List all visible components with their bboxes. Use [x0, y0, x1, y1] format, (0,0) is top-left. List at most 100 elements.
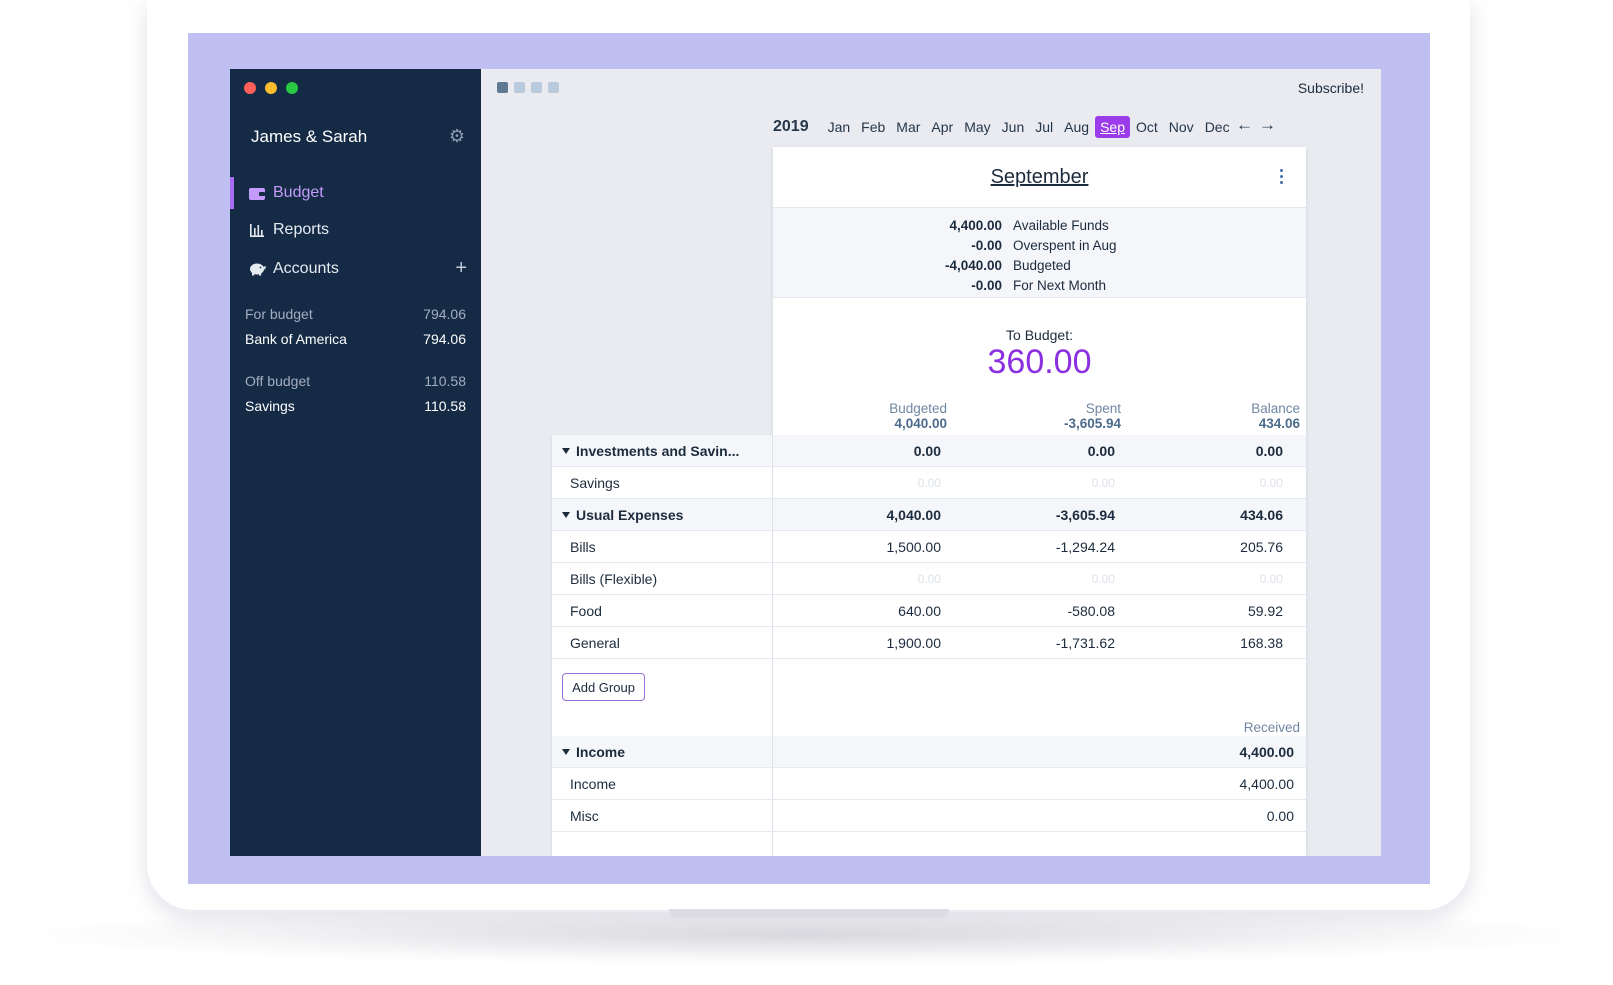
category-name[interactable]: Savings: [552, 467, 773, 498]
summary-label: Available Funds: [1013, 217, 1109, 233]
sidebar-item-budget[interactable]: Budget: [230, 177, 481, 209]
month-jun[interactable]: Jun: [1001, 119, 1025, 135]
month-nov[interactable]: Nov: [1168, 119, 1194, 135]
category-budgeted-input[interactable]: 640.00: [898, 602, 941, 619]
category-received[interactable]: 0.00: [1266, 807, 1294, 824]
for-budget-label: For budget: [245, 306, 313, 322]
summary-label: For Next Month: [1013, 277, 1107, 293]
collapse-triangle-icon[interactable]: [562, 748, 570, 755]
group-spent: -3,605.94: [1055, 506, 1115, 523]
month-mar[interactable]: Mar: [896, 119, 921, 135]
budget-name[interactable]: James & Sarah: [251, 127, 368, 146]
layout-1-month-button[interactable]: [497, 82, 508, 93]
category-name[interactable]: Bills: [552, 531, 773, 562]
category-spent[interactable]: 0.00: [1091, 475, 1115, 490]
group-name: Income: [576, 743, 626, 760]
month-title[interactable]: September: [990, 165, 1089, 188]
category-spent[interactable]: -1,294.24: [1055, 538, 1115, 555]
category-name[interactable]: Misc: [552, 800, 773, 831]
category-spent[interactable]: -1,731.62: [1055, 634, 1115, 651]
category-row-income[interactable]: Income 4,400.00: [552, 768, 1306, 800]
gear-icon[interactable]: ⚙: [448, 126, 466, 146]
maximize-window-button[interactable]: [286, 82, 298, 94]
category-row-general[interactable]: General 1,900.00 -1,731.62 168.38: [552, 627, 1306, 659]
column-label: Spent: [1085, 401, 1121, 416]
category-name[interactable]: General: [552, 627, 773, 658]
category-row-food[interactable]: Food 640.00 -580.08 59.92: [552, 595, 1306, 627]
category-budgeted-input[interactable]: 0.00: [917, 571, 941, 586]
sidebar-item-accounts[interactable]: Accounts +: [230, 253, 481, 285]
to-budget-label: To Budget:: [1006, 327, 1073, 343]
category-row-misc[interactable]: Misc 0.00: [552, 800, 1306, 832]
column-header-spent: Spent -3,605.94: [947, 401, 1121, 431]
account-name: Bank of America: [245, 331, 347, 347]
month-jan[interactable]: Jan: [827, 119, 851, 135]
budget-summary: 4,400.00 Available Funds -0.00 Overspent…: [773, 208, 1306, 298]
category-name[interactable]: Food: [552, 595, 773, 626]
category-balance[interactable]: 59.92: [1247, 602, 1283, 619]
app-window: James & Sarah ⚙ Budget Reports Accounts …: [230, 69, 1381, 856]
category-budgeted-input[interactable]: 1,900.00: [886, 634, 942, 651]
month-feb[interactable]: Feb: [861, 119, 886, 135]
arrow-left-icon[interactable]: ←: [1236, 115, 1253, 134]
category-name[interactable]: Bills (Flexible): [552, 563, 773, 594]
group-name-cell[interactable]: Income: [552, 736, 773, 767]
more-options-icon[interactable]: [1280, 169, 1284, 184]
category-budgeted-input[interactable]: 0.00: [917, 475, 941, 490]
minimize-window-button[interactable]: [265, 82, 277, 94]
group-row-investments[interactable]: Investments and Savin... 0.00 0.00 0.00: [552, 435, 1306, 467]
sidebar-item-label: Budget: [273, 184, 324, 201]
to-budget-value[interactable]: 360.00: [987, 343, 1092, 381]
category-row-bills[interactable]: Bills 1,500.00 -1,294.24 205.76: [552, 531, 1306, 563]
off-budget-label: Off budget: [245, 373, 311, 389]
summary-value: 4,400.00: [949, 217, 1002, 233]
month-oct[interactable]: Oct: [1136, 119, 1158, 135]
summary-value: -0.00: [971, 277, 1002, 293]
group-balance: 434.06: [1240, 506, 1283, 523]
category-spent[interactable]: -580.08: [1067, 602, 1115, 619]
category-balance[interactable]: 205.76: [1240, 538, 1283, 555]
add-account-icon[interactable]: +: [455, 257, 467, 279]
layout-4-months-button[interactable]: [548, 82, 559, 93]
month-jul[interactable]: Jul: [1035, 119, 1054, 135]
layout-2-months-button[interactable]: [514, 82, 525, 93]
bar-chart-icon: [248, 221, 266, 239]
close-window-button[interactable]: [244, 82, 256, 94]
card-header: September: [773, 147, 1306, 208]
category-balance[interactable]: 0.00: [1259, 571, 1283, 586]
arrow-right-icon[interactable]: →: [1259, 115, 1276, 134]
category-balance[interactable]: 0.00: [1259, 475, 1283, 490]
sidebar-item-reports[interactable]: Reports: [230, 214, 481, 246]
month-apr[interactable]: Apr: [931, 119, 954, 135]
category-row-bills-flexible[interactable]: Bills (Flexible) 0.00 0.00 0.00: [552, 563, 1306, 595]
group-budgeted: 0.00: [913, 442, 941, 459]
month-dec[interactable]: Dec: [1204, 119, 1230, 135]
month-may[interactable]: May: [964, 119, 991, 135]
category-received[interactable]: 4,400.00: [1239, 775, 1295, 792]
account-item-bank-of-america[interactable]: Bank of America 794.06: [245, 331, 466, 347]
category-budgeted-input[interactable]: 1,500.00: [886, 538, 942, 555]
group-row-usual-expenses[interactable]: Usual Expenses 4,040.00 -3,605.94 434.06: [552, 499, 1306, 531]
category-spent[interactable]: 0.00: [1091, 571, 1115, 586]
off-budget-header[interactable]: Off budget 110.58: [245, 373, 466, 389]
subscribe-link[interactable]: Subscribe!: [1297, 80, 1364, 96]
collapse-triangle-icon[interactable]: [562, 511, 570, 518]
month-sep[interactable]: Sep: [1095, 116, 1130, 138]
sidebar: James & Sarah ⚙ Budget Reports Accounts …: [230, 69, 481, 856]
account-balance: 794.06: [423, 331, 466, 347]
piggy-bank-icon: [248, 260, 266, 278]
group-name-cell[interactable]: Investments and Savin...: [552, 435, 773, 466]
account-item-savings[interactable]: Savings 110.58: [245, 398, 466, 414]
summary-row: 4,400.00 Available Funds: [773, 215, 1306, 235]
group-row-income[interactable]: Income 4,400.00: [552, 736, 1306, 768]
layout-3-months-button[interactable]: [531, 82, 542, 93]
category-name[interactable]: Income: [552, 768, 773, 799]
group-name-cell[interactable]: Usual Expenses: [552, 499, 773, 530]
column-header-balance: Balance 434.06: [1121, 401, 1300, 431]
for-budget-header[interactable]: For budget 794.06: [245, 306, 466, 322]
category-balance[interactable]: 168.38: [1240, 634, 1283, 651]
add-group-button[interactable]: Add Group: [562, 673, 645, 701]
category-row-savings[interactable]: Savings 0.00 0.00 0.00: [552, 467, 1306, 499]
collapse-triangle-icon[interactable]: [562, 447, 570, 454]
month-aug[interactable]: Aug: [1064, 119, 1090, 135]
